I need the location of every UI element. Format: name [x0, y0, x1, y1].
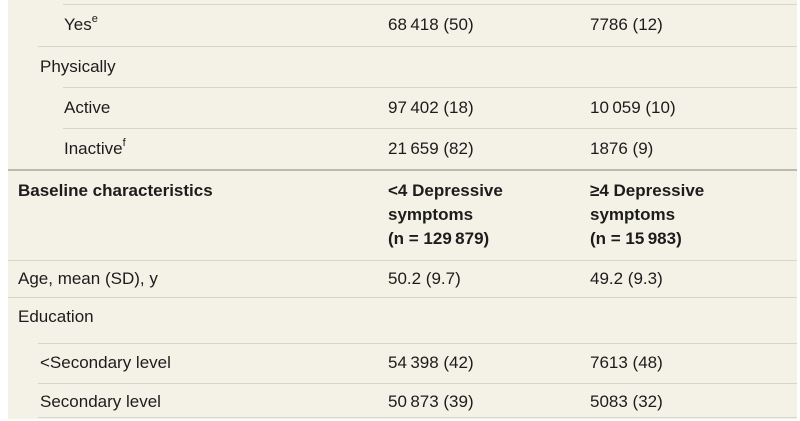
- table-row-active: Active 97 402 (18) 10 059 (10): [8, 87, 797, 128]
- row-label: Secondary level: [40, 392, 161, 411]
- row-label: Physically: [40, 57, 116, 76]
- row-label-text: Inactive: [64, 139, 123, 158]
- cell-value: 1876 (9): [590, 139, 654, 158]
- cell-value: 50 873 (39): [388, 392, 474, 411]
- row-label: Age, mean (SD), y: [18, 269, 158, 288]
- row-label: Education: [18, 307, 94, 326]
- cell-value: 97 402 (18): [388, 98, 474, 117]
- row-label: Active: [64, 98, 111, 117]
- cell-value: 49.2 (9.3): [590, 269, 663, 288]
- cell-value: 68 418 (50): [388, 15, 474, 34]
- table-row-secondary: Secondary level 50 873 (39) 5083 (32): [8, 383, 797, 421]
- cell-value: 7786 (12): [590, 15, 663, 34]
- table-row-education: Education: [8, 297, 797, 337]
- table-row-inactive: Inactivef 21 659 (82) 1876 (9): [8, 128, 797, 169]
- row-divider: [38, 46, 797, 47]
- row-divider: [63, 128, 797, 129]
- row-divider: [38, 417, 797, 418]
- column-header-characteristics: Baseline characteristics: [18, 181, 213, 200]
- table-row-lt-secondary: <Secondary level 54 398 (42) 7613 (48): [8, 343, 797, 383]
- row-label-text: Yes: [64, 15, 92, 34]
- row-divider: [63, 87, 797, 88]
- row-label: Yese: [64, 4, 98, 46]
- row-divider: [63, 4, 797, 5]
- row-divider: [8, 260, 797, 261]
- row-label: <Secondary level: [40, 353, 171, 372]
- table-row-yes: Yese 68 418 (50) 7786 (12): [8, 4, 797, 46]
- cell-value: 7613 (48): [590, 353, 663, 372]
- header-divider: [8, 169, 797, 171]
- row-label: Inactivef: [64, 128, 126, 169]
- footnote-marker: f: [122, 137, 126, 150]
- cell-value: 10 059 (10): [590, 98, 676, 117]
- column-header-ge4-symptoms: ≥4 Depressive symptoms (n = 15 983): [590, 181, 705, 248]
- cell-value: 21 659 (82): [388, 139, 474, 158]
- footnote-marker: e: [91, 13, 98, 26]
- table-row-age: Age, mean (SD), y 50.2 (9.7) 49.2 (9.3): [8, 260, 797, 297]
- table-header-row: Baseline characteristics <4 Depressive s…: [8, 171, 797, 260]
- row-divider: [38, 383, 797, 384]
- baseline-characteristics-table: Yese 68 418 (50) 7786 (12) Physically Ac…: [8, 0, 797, 419]
- row-divider: [8, 297, 797, 298]
- table-row-physically: Physically: [8, 46, 797, 87]
- column-header-lt4-symptoms: <4 Depressive symptoms (n = 129 879): [388, 181, 503, 248]
- cell-value: 54 398 (42): [388, 353, 474, 372]
- cell-value: 5083 (32): [590, 392, 663, 411]
- cell-value: 50.2 (9.7): [388, 269, 461, 288]
- row-divider: [38, 343, 797, 344]
